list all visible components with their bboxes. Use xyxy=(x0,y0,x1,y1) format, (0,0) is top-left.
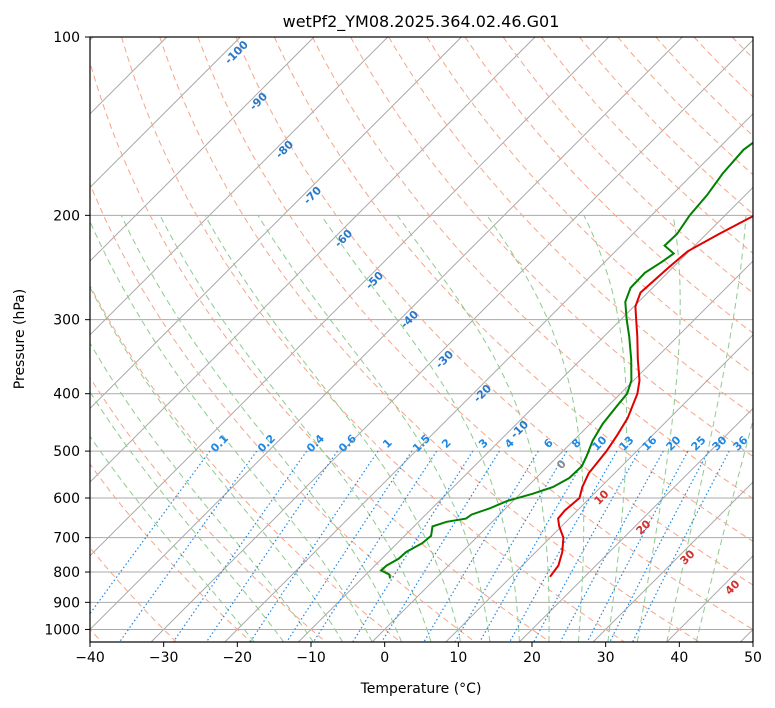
dry-adiabat-line xyxy=(541,37,753,254)
x-axis-label: Temperature (°C) xyxy=(360,681,482,697)
moist-adiabat-line xyxy=(90,342,314,642)
x-tick-label: 50 xyxy=(744,650,762,666)
moist-adiabat-line xyxy=(90,220,373,642)
dry-adiabat-line xyxy=(350,37,753,457)
mixing-ratio-line xyxy=(423,450,539,642)
mixing-ratio-line xyxy=(509,450,618,642)
dry-adiabat-line xyxy=(159,37,700,642)
mixing-ratio-line xyxy=(381,450,501,642)
plot-frame xyxy=(89,36,754,643)
moist-adiabat-line xyxy=(159,215,432,642)
mixing-ratio-line xyxy=(559,450,664,642)
isotherm-line xyxy=(90,37,241,189)
dewpoint-trace xyxy=(379,141,753,579)
moist-adiabat-line xyxy=(120,215,403,642)
isotherm-line xyxy=(90,37,315,262)
moist-adiabat-line xyxy=(486,215,585,642)
dry-adiabat-line xyxy=(90,60,551,642)
x-tick-label: −30 xyxy=(149,650,179,666)
y-tick-label: 600 xyxy=(53,491,80,507)
dry-adiabat-line xyxy=(90,463,252,642)
moist-adiabat-line xyxy=(396,215,550,642)
x-tick-label: 40 xyxy=(670,650,688,666)
isotherm-line xyxy=(592,481,753,642)
isotherm-line xyxy=(445,334,753,642)
isotherm-line xyxy=(90,37,610,557)
dry-adiabat-line xyxy=(311,37,753,500)
dry-adiabat-line xyxy=(90,376,327,642)
y-tick-label: 200 xyxy=(53,208,80,224)
dry-adiabat-line xyxy=(197,37,753,631)
y-tick-label: 700 xyxy=(53,531,80,547)
sounding-traces xyxy=(379,141,753,579)
moist-adiabat-line xyxy=(666,215,747,642)
moist-adiabat-line xyxy=(257,215,491,642)
mixing-ratio-line xyxy=(479,450,591,642)
moist-adiabat-line xyxy=(583,215,628,642)
dry-adiabat-line xyxy=(388,37,753,416)
x-tick-label: 10 xyxy=(449,650,467,666)
isotherm-line xyxy=(90,37,536,483)
moist-adiabat-line xyxy=(636,215,681,642)
isotherm-line xyxy=(90,37,389,336)
temperature-trace xyxy=(549,215,753,578)
mixing-ratio-line xyxy=(172,450,308,642)
isotherm-line xyxy=(371,260,753,642)
moist-adiabat-line xyxy=(90,286,344,642)
isotherm-line xyxy=(150,39,753,642)
y-axis-label: Pressure (hPa) xyxy=(12,289,28,389)
isotherm-line xyxy=(90,37,683,631)
isotherm-line xyxy=(519,407,753,642)
chart-title: wetPf2_YM08.2025.364.02.46.G01 xyxy=(283,12,560,32)
x-tick-label: 20 xyxy=(523,650,541,666)
x-tick-label: −20 xyxy=(223,650,253,666)
y-tick-label: 300 xyxy=(53,313,80,329)
mixing-ratio-line xyxy=(454,450,568,642)
dry-adiabat-line xyxy=(426,37,753,375)
mixing-ratio-line xyxy=(205,450,338,642)
mixing-ratio-line xyxy=(533,450,640,642)
mixing-ratio-line xyxy=(586,450,689,642)
mixing-ratio-line xyxy=(119,450,258,642)
mixing-ratio-line xyxy=(352,450,474,642)
y-tick-label: 400 xyxy=(53,387,80,403)
y-tick-label: 100 xyxy=(53,30,80,46)
x-tick-label: −40 xyxy=(75,650,105,666)
mixing-ratio-line xyxy=(609,450,710,642)
moist-adiabat-line xyxy=(320,215,520,642)
y-tick-label: 500 xyxy=(53,444,80,460)
dry-adiabat-line xyxy=(121,37,625,642)
x-tick-label: −10 xyxy=(296,650,326,666)
x-tick-label: 0 xyxy=(380,650,389,666)
axes: −40 −30 −20 −10 0 10 20 30 40 50 100 200 300 400 500 60… xyxy=(44,30,762,666)
dry-adiabat-line xyxy=(235,37,753,586)
moist-adiabat-line xyxy=(204,215,461,642)
isotherm-line xyxy=(90,37,462,410)
y-tick-label: 900 xyxy=(53,595,80,611)
isotherm-line xyxy=(224,113,753,642)
dry-adiabat-line xyxy=(579,37,753,215)
moist-adiabat-line xyxy=(90,391,285,642)
dry-adiabat-line xyxy=(90,284,401,642)
x-tick-label: 30 xyxy=(597,650,615,666)
moist-adiabat-line xyxy=(90,435,255,642)
y-tick-label: 800 xyxy=(53,565,80,581)
y-tick-label: 1000 xyxy=(44,622,80,638)
